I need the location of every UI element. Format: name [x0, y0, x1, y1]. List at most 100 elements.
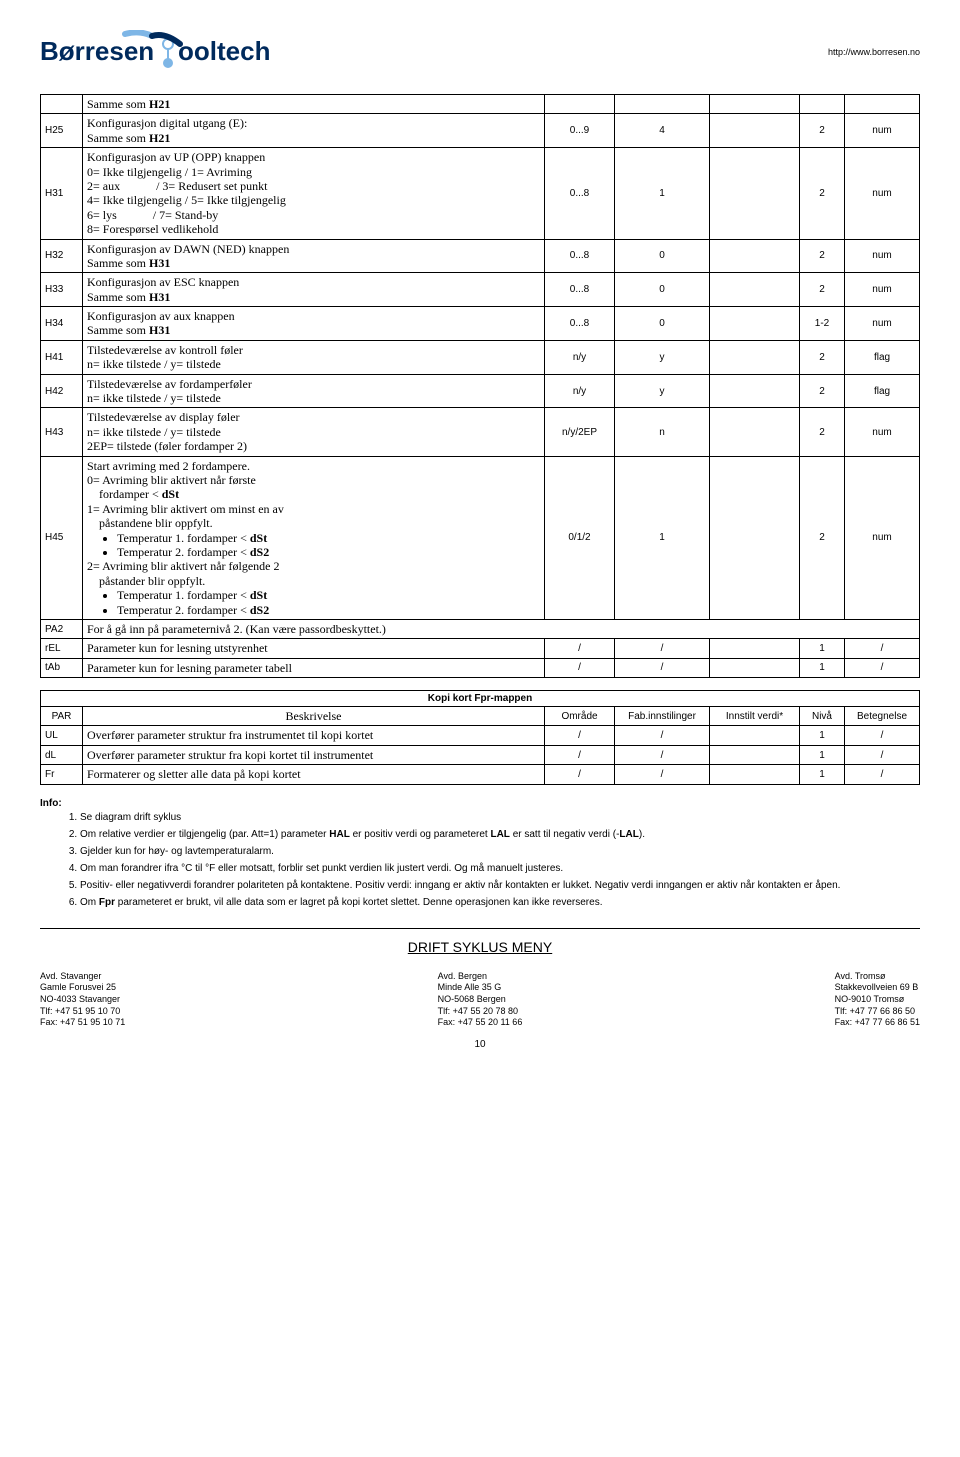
- kopi-header: Innstilt verdi*: [710, 707, 800, 726]
- info-item: Om man forandrer ifra °C til °F eller mo…: [80, 862, 920, 876]
- param-code: rEL: [41, 639, 83, 658]
- footer-center: Avd. BergenMinde Alle 35 GNO-5068 Bergen…: [438, 971, 523, 1029]
- param-desc: Formaterer og sletter alle data på kopi …: [83, 765, 545, 784]
- param-range: n/y: [545, 374, 615, 408]
- param-fab: /: [615, 658, 710, 677]
- param-niva: 2: [800, 408, 845, 456]
- param-niva: 1: [800, 639, 845, 658]
- header-url: http://www.borresen.no: [828, 47, 920, 57]
- param-range: 0...8: [545, 307, 615, 341]
- param-innstilt: [710, 765, 800, 784]
- param-fab: /: [615, 639, 710, 658]
- table-row: H31 Konfigurasjon av UP (OPP) knappen0= …: [41, 148, 920, 239]
- kopi-title: Kopi kort Fpr-mappen: [41, 691, 920, 707]
- footer-line: Fax: +47 55 20 11 66: [438, 1017, 523, 1027]
- param-innstilt: [710, 456, 800, 619]
- table-row: rEL Parameter kun for lesning utstyrenhe…: [41, 639, 920, 658]
- param-fab: 0: [615, 307, 710, 341]
- parameter-table: Samme som H21 H25 Konfigurasjon digital …: [40, 94, 920, 678]
- param-niva: 1: [800, 765, 845, 784]
- param-niva: 2: [800, 456, 845, 619]
- param-range: 0...9: [545, 114, 615, 148]
- param-fab: /: [615, 726, 710, 745]
- footer-line: Avd. Tromsø: [835, 971, 886, 981]
- param-desc: Konfigurasjon digital utgang (E):Samme s…: [83, 114, 545, 148]
- param-bet: flag: [845, 374, 920, 408]
- param-code: H33: [41, 273, 83, 307]
- param-fab: 4: [615, 114, 710, 148]
- param-bet: num: [845, 239, 920, 273]
- param-niva: 1: [800, 745, 845, 764]
- param-bet: [845, 95, 920, 114]
- company-logo: Børresen ooltech: [40, 30, 280, 74]
- param-desc: Samme som H21: [83, 95, 545, 114]
- param-bet: num: [845, 114, 920, 148]
- param-niva: 2: [800, 340, 845, 374]
- param-bet: /: [845, 726, 920, 745]
- param-range: 0...8: [545, 148, 615, 239]
- info-list: Se diagram drift syklusOm relative verdi…: [80, 811, 920, 910]
- kopi-header: Område: [545, 707, 615, 726]
- param-niva: 2: [800, 374, 845, 408]
- param-range: n/y: [545, 340, 615, 374]
- param-niva: 2: [800, 148, 845, 239]
- footer: Avd. StavangerGamle Forusvei 25NO-4033 S…: [40, 971, 920, 1029]
- kopi-header: PAR: [41, 707, 83, 726]
- param-desc: Konfigurasjon av aux knappenSamme som H3…: [83, 307, 545, 341]
- param-innstilt: [710, 273, 800, 307]
- footer-right: Avd. TromsøStakkevollveien 69 BNO-9010 T…: [835, 971, 920, 1029]
- kopi-table: Kopi kort Fpr-mappen PARBeskrivelseOmråd…: [40, 690, 920, 785]
- param-desc: Overfører parameter struktur fra kopi ko…: [83, 745, 545, 764]
- footer-line: Fax: +47 77 66 86 51: [835, 1017, 920, 1027]
- param-fab: 0: [615, 273, 710, 307]
- param-range: /: [545, 765, 615, 784]
- param-innstilt: [710, 639, 800, 658]
- param-innstilt: [710, 658, 800, 677]
- info-item: Om Fpr parameteret er brukt, vil alle da…: [80, 896, 920, 910]
- footer-line: Stakkevollveien 69 B: [835, 982, 919, 992]
- param-range: /: [545, 726, 615, 745]
- table-row: H33 Konfigurasjon av ESC knappenSamme so…: [41, 273, 920, 307]
- param-innstilt: [710, 307, 800, 341]
- footer-line: Avd. Bergen: [438, 971, 487, 981]
- param-code: [41, 95, 83, 114]
- param-innstilt: [710, 239, 800, 273]
- param-bet: num: [845, 456, 920, 619]
- table-row: Fr Formaterer og sletter alle data på ko…: [41, 765, 920, 784]
- param-bet: /: [845, 745, 920, 764]
- param-desc: Tilstedeværelse av kontroll følern= ikke…: [83, 340, 545, 374]
- table-row: dL Overfører parameter struktur fra kopi…: [41, 745, 920, 764]
- param-innstilt: [710, 408, 800, 456]
- info-item: Om relative verdier er tilgjengelig (par…: [80, 828, 920, 842]
- info-label: Info:: [40, 798, 62, 809]
- param-desc: Start avriming med 2 fordampere.0= Avrim…: [83, 456, 545, 619]
- param-desc: Overfører parameter struktur fra instrum…: [83, 726, 545, 745]
- param-fab: y: [615, 340, 710, 374]
- param-code: H25: [41, 114, 83, 148]
- logo-svg: Børresen ooltech: [40, 30, 280, 74]
- table-row: H42 Tilstedeværelse av fordamperfølern= …: [41, 374, 920, 408]
- param-fab: /: [615, 765, 710, 784]
- kopi-header: Beskrivelse: [83, 707, 545, 726]
- info-block: Info: Se diagram drift syklusOm relative…: [40, 797, 920, 910]
- param-niva: 1: [800, 658, 845, 677]
- param-innstilt: [710, 340, 800, 374]
- param-fab: /: [615, 745, 710, 764]
- param-niva: 1-2: [800, 307, 845, 341]
- param-range: /: [545, 639, 615, 658]
- param-range: 0...8: [545, 239, 615, 273]
- param-fab: 0: [615, 239, 710, 273]
- table-row: H25 Konfigurasjon digital utgang (E):Sam…: [41, 114, 920, 148]
- param-innstilt: [710, 148, 800, 239]
- param-innstilt: [710, 726, 800, 745]
- param-code: H32: [41, 239, 83, 273]
- kopi-header: Nivå: [800, 707, 845, 726]
- param-desc: Konfigurasjon av UP (OPP) knappen0= Ikke…: [83, 148, 545, 239]
- drift-title: DRIFT SYKLUS MENY: [40, 939, 920, 955]
- footer-line: Tlf: +47 51 95 10 70: [40, 1006, 120, 1016]
- separator: [40, 928, 920, 929]
- table-row: H34 Konfigurasjon av aux knappenSamme so…: [41, 307, 920, 341]
- footer-line: Tlf: +47 77 66 86 50: [835, 1006, 915, 1016]
- param-bet: num: [845, 148, 920, 239]
- param-niva: 2: [800, 114, 845, 148]
